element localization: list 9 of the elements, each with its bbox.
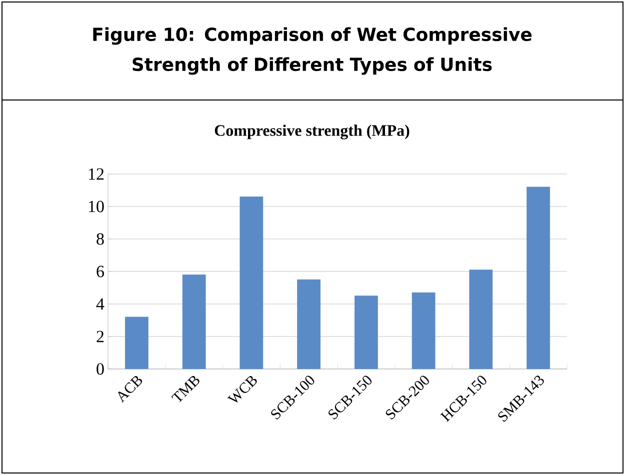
chart-title: Figure 10: Comparison of Wet Compressive Strength of Different Types of Units — [93, 27, 532, 75]
chart-subtitle: Compressive strength (MPa) — [214, 124, 410, 140]
y-tick-label: 12 — [88, 168, 104, 180]
y-tick-label: 6 — [96, 266, 104, 278]
y-tick-label: 10 — [88, 200, 104, 212]
y-tick-label: 4 — [96, 298, 104, 310]
y-tick-label: 2 — [96, 330, 104, 342]
y-tick-label: 0 — [96, 363, 104, 375]
y-tick-label: 8 — [96, 233, 104, 245]
